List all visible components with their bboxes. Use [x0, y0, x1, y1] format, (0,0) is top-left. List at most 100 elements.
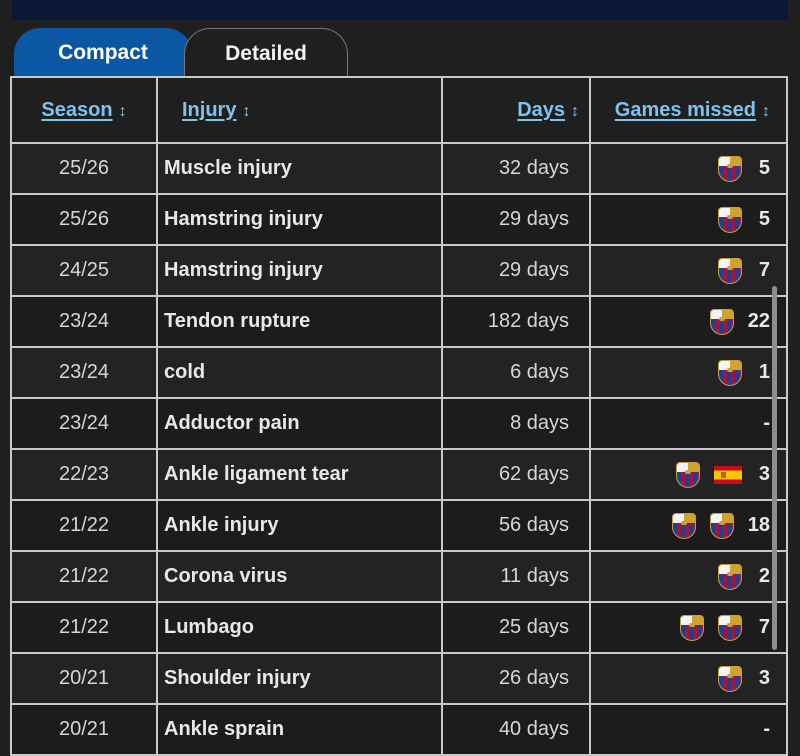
- injury-cell: Hamstring injury: [156, 244, 443, 297]
- sort-icon[interactable]: ↕: [242, 102, 251, 120]
- games-missed-count: 5: [758, 157, 770, 179]
- games-missed-wrap: 3: [592, 665, 770, 692]
- fc-barcelona-crest-icon[interactable]: [718, 206, 742, 233]
- season-cell: 21/22: [10, 550, 158, 603]
- season-cell: 21/22: [10, 601, 158, 654]
- days-cell: 25 days: [441, 601, 591, 654]
- table-row: 25/26 Hamstring injury 29 days 5: [10, 193, 788, 246]
- injury-cell: Muscle injury: [156, 142, 443, 195]
- games-missed-cell: 3: [589, 652, 788, 705]
- fc-barcelona-crest-icon[interactable]: [718, 563, 742, 590]
- table-row: 21/22 Corona virus 11 days 2: [10, 550, 788, 603]
- games-missed-count: 18: [747, 514, 770, 536]
- injury-column-header[interactable]: Injury ↕: [156, 76, 443, 144]
- table-row: 22/23 Ankle ligament tear 62 days 3: [10, 448, 788, 501]
- games-missed-count: 2: [758, 565, 770, 587]
- fc-barcelona-crest-icon[interactable]: [709, 512, 734, 539]
- injury-cell: Ankle injury: [156, 499, 443, 552]
- table-row: 20/21 Ankle sprain 40 days -: [10, 703, 788, 756]
- days-cell: 62 days: [441, 448, 591, 501]
- scrollbar[interactable]: [772, 286, 777, 650]
- season-cell: 24/25: [10, 244, 158, 297]
- injury-cell: Tendon rupture: [156, 295, 443, 348]
- injury-cell: Ankle ligament tear: [156, 448, 443, 501]
- games-missed-wrap: 22: [592, 308, 770, 335]
- games-missed-cell: -: [589, 397, 788, 450]
- days-cell: 6 days: [441, 346, 591, 399]
- injury-cell: Hamstring injury: [156, 193, 443, 246]
- days-header-label[interactable]: Days: [517, 98, 565, 121]
- games-missed-count: 3: [758, 667, 770, 689]
- games-missed-count: 7: [758, 259, 770, 281]
- tab-detailed[interactable]: Detailed: [184, 28, 348, 78]
- injury-cell: Shoulder injury: [156, 652, 443, 705]
- table-header-row: Season ↕ Injury ↕ Days ↕ Games missed ↕: [10, 76, 788, 144]
- games-missed-count: 22: [747, 310, 770, 332]
- games-missed-wrap: -: [592, 412, 770, 435]
- games-missed-cell: 1: [589, 346, 788, 399]
- table-row: 21/22 Ankle injury 56 days 18: [10, 499, 788, 552]
- fc-barcelona-crest-icon[interactable]: [718, 257, 742, 284]
- table-row: 25/26 Muscle injury 32 days 5: [10, 142, 788, 195]
- sort-icon[interactable]: ↕: [762, 102, 770, 120]
- games-missed-cell: 2: [589, 550, 788, 603]
- season-header-label[interactable]: Season: [41, 98, 113, 121]
- games-missed-cell: 5: [589, 142, 788, 195]
- days-cell: 32 days: [441, 142, 591, 195]
- games-missed-wrap: 18: [592, 512, 770, 539]
- fc-barcelona-crest-icon[interactable]: [718, 359, 742, 386]
- season-cell: 23/24: [10, 346, 158, 399]
- fc-barcelona-crest-icon[interactable]: [718, 665, 742, 692]
- fc-barcelona-crest-icon[interactable]: [676, 461, 700, 488]
- games-missed-wrap: 7: [592, 614, 770, 641]
- fc-barcelona-crest-icon[interactable]: [718, 614, 742, 641]
- injury-history-table: Season ↕ Injury ↕ Days ↕ Games missed ↕ 25/2…: [10, 76, 788, 756]
- games-missed-cell: 5: [589, 193, 788, 246]
- injury-cell: Adductor pain: [156, 397, 443, 450]
- games-missed-wrap: 1: [592, 359, 770, 386]
- games-missed-cell: -: [589, 703, 788, 756]
- season-cell: 21/22: [10, 499, 158, 552]
- days-cell: 40 days: [441, 703, 591, 756]
- table-body: 25/26 Muscle injury 32 days 5 25/26 Hamstring…: [10, 142, 788, 756]
- games-missed-count: -: [763, 412, 770, 434]
- games-missed-cell: 3: [589, 448, 788, 501]
- fc-barcelona-crest-icon[interactable]: [718, 155, 742, 182]
- season-cell: 20/21: [10, 652, 158, 705]
- days-cell: 11 days: [441, 550, 591, 603]
- games-missed-column-header[interactable]: Games missed ↕: [589, 76, 788, 144]
- games-missed-wrap: 5: [592, 206, 770, 233]
- days-cell: 56 days: [441, 499, 591, 552]
- top-banner: [12, 0, 788, 20]
- table-row: 23/24 Adductor pain 8 days -: [10, 397, 788, 450]
- table-row: 23/24 Tendon rupture 182 days 22: [10, 295, 788, 348]
- games-missed-wrap: 5: [592, 155, 770, 182]
- games-missed-cell: 7: [589, 601, 788, 654]
- days-column-header[interactable]: Days ↕: [441, 76, 591, 144]
- tab-compact[interactable]: Compact: [14, 28, 192, 78]
- season-column-header[interactable]: Season ↕: [10, 76, 158, 144]
- fc-barcelona-crest-icon[interactable]: [680, 614, 704, 641]
- games-missed-wrap: -: [592, 718, 770, 741]
- sort-icon[interactable]: ↕: [571, 102, 579, 120]
- days-cell: 29 days: [441, 244, 591, 297]
- spain-flag-icon[interactable]: [714, 465, 742, 484]
- days-cell: 29 days: [441, 193, 591, 246]
- games-missed-count: 7: [758, 616, 770, 638]
- season-cell: 25/26: [10, 142, 158, 195]
- games-missed-wrap: 3: [592, 461, 770, 488]
- sort-icon[interactable]: ↕: [118, 102, 127, 120]
- fc-barcelona-crest-icon[interactable]: [709, 308, 734, 335]
- season-cell: 23/24: [10, 295, 158, 348]
- games-missed-cell: 18: [589, 499, 788, 552]
- injury-header-label[interactable]: Injury: [182, 98, 237, 121]
- games-missed-header-label[interactable]: Games missed: [614, 98, 756, 121]
- table-row: 20/21 Shoulder injury 26 days 3: [10, 652, 788, 705]
- injury-cell: Ankle sprain: [156, 703, 443, 756]
- view-tabs: Compact Detailed: [12, 28, 788, 78]
- games-missed-cell: 7: [589, 244, 788, 297]
- fc-barcelona-crest-icon[interactable]: [671, 512, 696, 539]
- table-row: 24/25 Hamstring injury 29 days 7: [10, 244, 788, 297]
- table-row: 23/24 cold 6 days 1: [10, 346, 788, 399]
- season-cell: 22/23: [10, 448, 158, 501]
